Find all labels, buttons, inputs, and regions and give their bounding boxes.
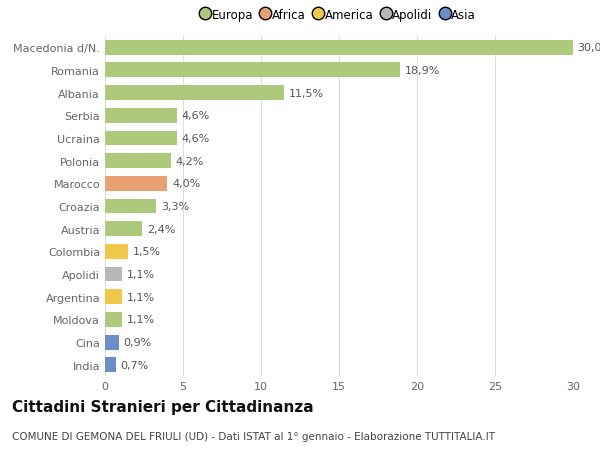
Bar [105, 199, 157, 214]
Bar [105, 41, 573, 56]
Text: 4,6%: 4,6% [181, 134, 209, 144]
Text: 11,5%: 11,5% [289, 88, 324, 98]
Bar [105, 290, 122, 304]
Bar [105, 154, 170, 168]
Text: 4,0%: 4,0% [172, 179, 200, 189]
Text: 1,1%: 1,1% [127, 269, 155, 280]
Bar [105, 358, 116, 372]
Text: 3,3%: 3,3% [161, 202, 189, 212]
Legend: Europa, Africa, America, Apolidi, Asia: Europa, Africa, America, Apolidi, Asia [202, 9, 476, 22]
Bar [105, 245, 128, 259]
Bar [105, 222, 142, 236]
Text: 0,7%: 0,7% [121, 360, 149, 370]
Bar [105, 335, 119, 350]
Bar [105, 177, 167, 191]
Text: 18,9%: 18,9% [404, 66, 440, 76]
Text: 1,1%: 1,1% [127, 315, 155, 325]
Text: 0,9%: 0,9% [124, 337, 152, 347]
Text: 4,2%: 4,2% [175, 156, 203, 166]
Text: 4,6%: 4,6% [181, 111, 209, 121]
Text: Cittadini Stranieri per Cittadinanza: Cittadini Stranieri per Cittadinanza [12, 399, 314, 414]
Bar [105, 63, 400, 78]
Text: 1,1%: 1,1% [127, 292, 155, 302]
Bar [105, 86, 284, 101]
Bar [105, 109, 177, 123]
Text: 30,0%: 30,0% [578, 43, 600, 53]
Bar [105, 267, 122, 282]
Text: 1,5%: 1,5% [133, 247, 161, 257]
Bar [105, 131, 177, 146]
Bar [105, 313, 122, 327]
Text: COMUNE DI GEMONA DEL FRIULI (UD) - Dati ISTAT al 1° gennaio - Elaborazione TUTTI: COMUNE DI GEMONA DEL FRIULI (UD) - Dati … [12, 431, 495, 442]
Text: 2,4%: 2,4% [147, 224, 175, 234]
